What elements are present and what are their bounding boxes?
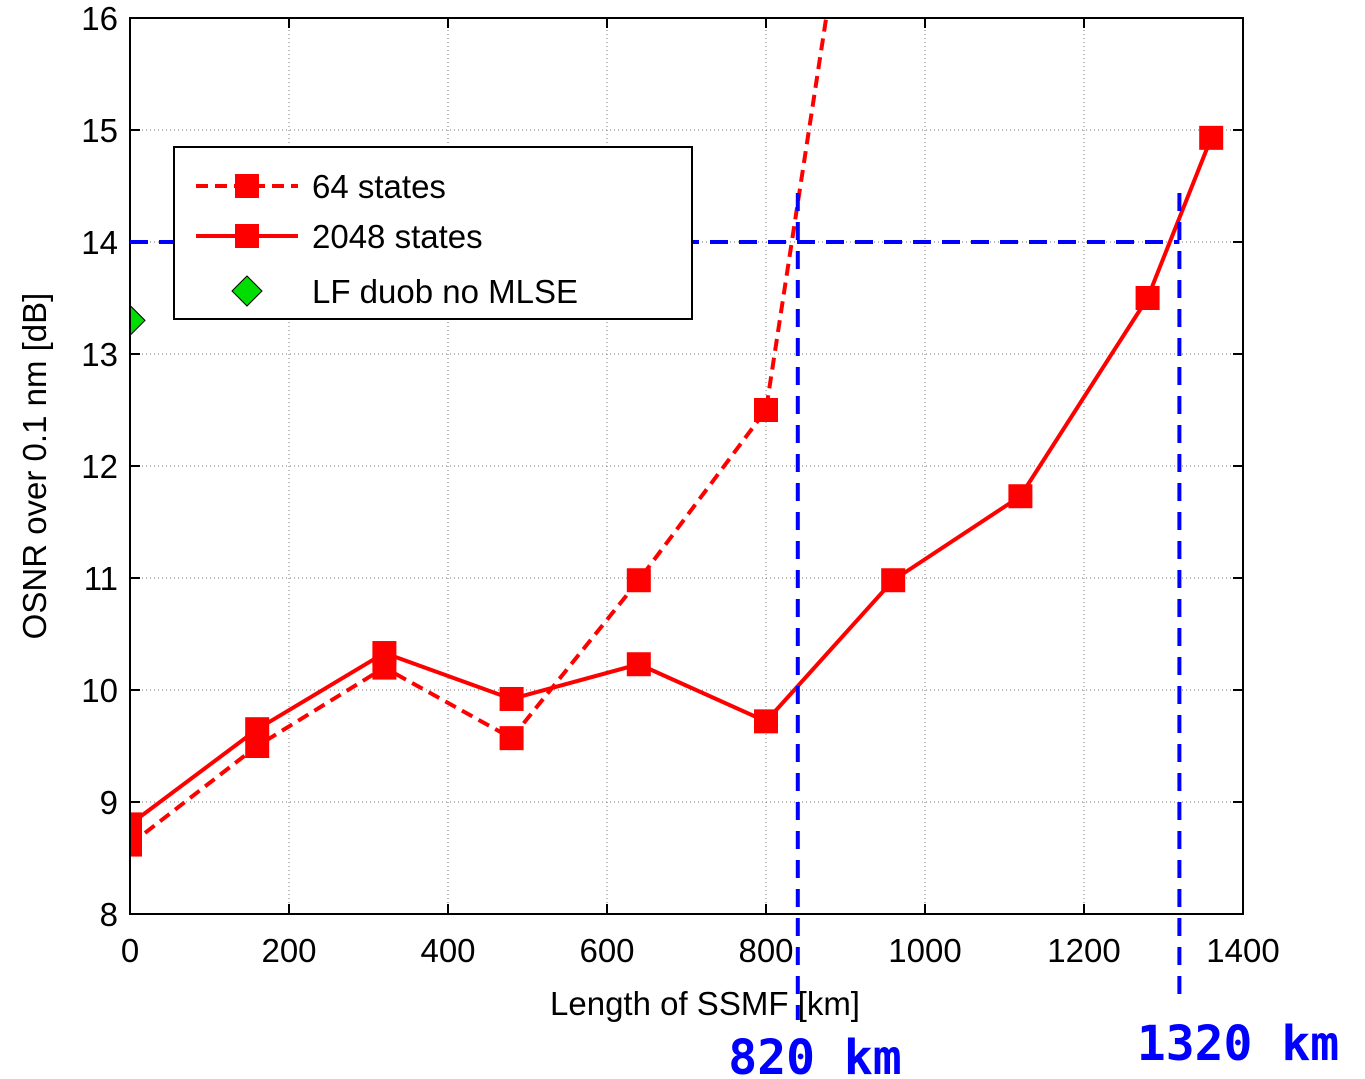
y-tick-label: 13 (81, 336, 118, 373)
x-tick-label: 1200 (1047, 932, 1120, 969)
y-tick-label: 10 (81, 672, 118, 709)
x-tick-label: 0 (121, 932, 139, 969)
tick-labels: 0 200 400 600 800 1000 1200 1400 8 9 10 11 12 13 14 15 1… (81, 0, 1279, 969)
data-point (245, 717, 270, 742)
series-1 (130, 125, 1224, 837)
data-point (499, 686, 524, 711)
legend: 64 states 2048 states LF duob no MLSE (173, 146, 693, 320)
y-tick-label: 12 (81, 448, 118, 485)
data-point (1135, 286, 1160, 310)
data-point (881, 568, 906, 593)
data-point (372, 641, 397, 666)
data-point (754, 398, 778, 422)
x-tick-label: 200 (261, 932, 316, 969)
data-point (1008, 484, 1033, 509)
y-tick-label: 14 (81, 224, 118, 261)
legend-label-lf-duob: LF duob no MLSE (312, 273, 578, 310)
x-tick-label: 1000 (888, 932, 961, 969)
legend-marker-2048-states (235, 224, 259, 248)
x-tick-label: 600 (579, 932, 634, 969)
data-point (130, 832, 142, 857)
data-point (626, 568, 651, 593)
legend-marker-64-states (235, 174, 259, 198)
legend-label-2048-states: 2048 states (312, 218, 483, 255)
y-tick-label: 15 (81, 112, 118, 149)
data-point (130, 812, 142, 837)
x-tick-label: 400 (420, 932, 475, 969)
annotation-1320-km: 1320 km (1137, 1016, 1339, 1072)
legend-marker-lf-duob (231, 275, 263, 307)
data-point (1199, 125, 1224, 150)
y-tick-label: 9 (100, 784, 118, 821)
x-axis-label: Length of SSMF [km] (550, 985, 860, 1022)
x-tick-label: 800 (738, 932, 793, 969)
data-point (626, 652, 651, 677)
series-layer (130, 18, 1224, 857)
data-point (130, 304, 146, 337)
y-tick-label: 11 (84, 560, 118, 597)
y-axis-label: OSNR over 0.1 nm [dB] (16, 293, 53, 640)
series-2 (130, 304, 146, 337)
y-tick-label: 16 (81, 0, 118, 37)
annotation-820-km: 820 km (728, 1030, 901, 1079)
legend-label-64-states: 64 states (312, 168, 446, 205)
series-line (130, 137, 1214, 827)
y-tick-label: 8 (100, 896, 118, 933)
data-point (754, 709, 778, 734)
series-clip-group (130, 18, 1224, 857)
x-tick-label: 1400 (1206, 932, 1279, 969)
data-point (499, 726, 524, 751)
